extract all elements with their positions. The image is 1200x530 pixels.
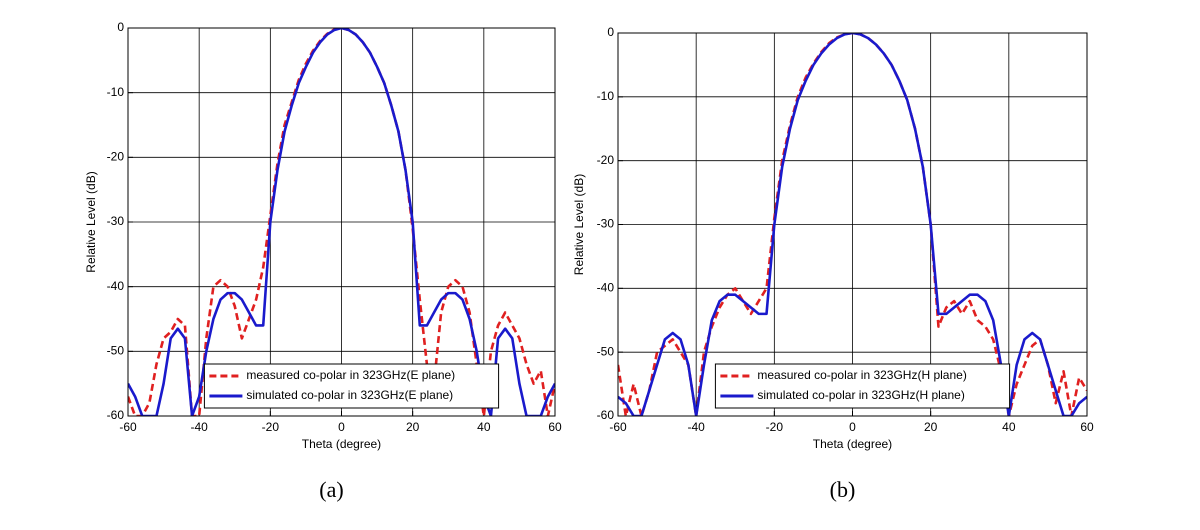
- x-tick-label: 0: [338, 420, 345, 434]
- caption: (a): [319, 477, 343, 502]
- legend-label: measured co-polar in 323GHz(H plane): [757, 368, 966, 382]
- x-tick-label: 40: [477, 420, 491, 434]
- legend-box: [714, 363, 1011, 409]
- y-tick-label: -60: [597, 408, 615, 422]
- x-tick-label: -60: [119, 420, 137, 434]
- x-tick-label: -20: [262, 420, 280, 434]
- legend-label: measured co-polar in 323GHz(E plane): [246, 368, 455, 382]
- y-tick-label: -50: [107, 344, 125, 358]
- y-tick-label: -50: [597, 344, 615, 358]
- x-tick-label: 20: [924, 420, 938, 434]
- y-axis-label: Relative Level (dB): [572, 174, 586, 275]
- x-tick-label: 60: [548, 420, 562, 434]
- y-tick-label: -20: [597, 153, 615, 167]
- x-tick-label: -40: [190, 420, 208, 434]
- x-tick-label: -20: [766, 420, 784, 434]
- y-tick-label: -40: [107, 279, 125, 293]
- y-tick-label: -10: [597, 89, 615, 103]
- x-tick-label: -40: [687, 420, 705, 434]
- x-tick-label: 40: [1002, 420, 1016, 434]
- plot-frame: [617, 32, 1088, 417]
- x-tick-label: -60: [609, 420, 627, 434]
- x-tick-label: 60: [1080, 420, 1094, 434]
- x-tick-label: 20: [406, 420, 420, 434]
- y-tick-label: 0: [117, 20, 124, 34]
- x-tick-label: 0: [849, 420, 856, 434]
- y-tick-label: -20: [107, 150, 125, 164]
- y-tick-label: 0: [607, 25, 614, 39]
- legend-label: simulated co-polar in 323GHz(E plane): [246, 388, 453, 402]
- chart-panel: -60 -40 -20 0 20 40 60 0 -10 -20 -30 -40 -50 -60 Theta…: [572, 25, 1094, 502]
- y-axis-label: Relative Level (dB): [84, 171, 98, 272]
- chart-panel: -60 -40 -20 0 20 40 60 0 -10 -20 -30 -40 -50 -60 Theta…: [84, 20, 562, 502]
- legend-label: simulated co-polar in 323GHz(H plane): [757, 388, 964, 402]
- caption: (b): [830, 477, 856, 502]
- x-axis-label: Theta (degree): [813, 437, 892, 451]
- y-tick-label: -40: [597, 281, 615, 295]
- plot-frame: [127, 27, 556, 417]
- y-tick-label: -30: [597, 217, 615, 231]
- legend-box: [203, 363, 500, 409]
- legend: measured co-polar in 323GHz(H plane) simu…: [714, 363, 1011, 409]
- y-tick-label: -10: [107, 85, 125, 99]
- y-tick-label: -30: [107, 214, 125, 228]
- legend: measured co-polar in 323GHz(E plane) simu…: [203, 363, 500, 409]
- x-axis-label: Theta (degree): [302, 437, 381, 451]
- y-tick-label: -60: [107, 408, 125, 422]
